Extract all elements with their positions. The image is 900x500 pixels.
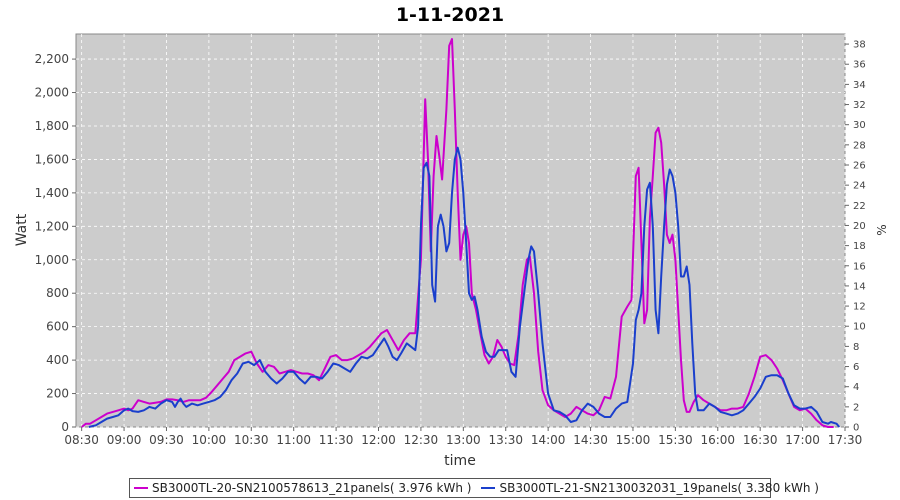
x-tick-label: 12:00 (361, 433, 396, 447)
x-tick-label: 14:00 (531, 433, 566, 447)
x-tick-label: 16:30 (743, 433, 778, 447)
legend-swatch-2 (481, 487, 496, 489)
y2-tick-label: 6 (853, 362, 859, 373)
y2-tick-label: 4 (853, 382, 859, 393)
y-tick-label: 1,600 (35, 152, 69, 166)
y-tick-label: 0 (61, 420, 69, 434)
legend-swatch-1 (134, 487, 148, 489)
y-tick-label: 600 (46, 320, 69, 334)
y2-tick-label: 26 (853, 161, 866, 172)
y2-tick-label: 16 (853, 261, 866, 272)
y2-tick-label: 8 (853, 342, 859, 353)
y2-tick-label: 24 (853, 181, 866, 192)
y2-tick-label: 28 (853, 140, 866, 151)
y-tick-label: 2,000 (35, 86, 69, 100)
y2-tick-label: 12 (853, 302, 866, 313)
series-line-1 (81, 38, 834, 428)
plot-area (75, 33, 846, 428)
y-tick-label: 200 (46, 387, 69, 401)
y2-tick-label: 38 (853, 40, 866, 51)
left-axis: 0 200 400 600 800 1,000 1,200 1,400 1,600 1,800 2,… (35, 52, 76, 434)
legend-item-2[interactable]: SB3000TL-21-SN2130032031_19panels( 3.380… (481, 481, 819, 495)
x-tick-label: 15:30 (658, 433, 693, 447)
x-tick-label: 11:30 (319, 433, 354, 447)
x-tick-label: 09:30 (149, 433, 184, 447)
x-tick-label: 11:00 (276, 433, 311, 447)
legend-label-1: SB3000TL-20-SN2100578613_21panels( 3.976… (152, 481, 472, 495)
x-axis-label: time (444, 453, 476, 469)
x-tick-label: 16:00 (700, 433, 735, 447)
y2-tick-label: 34 (853, 80, 866, 91)
y-tick-label: 2,200 (35, 52, 69, 66)
y-axis-label: Watt (14, 213, 30, 246)
x-tick-label: 13:30 (488, 433, 523, 447)
y2-tick-label: 36 (853, 60, 866, 71)
x-tick-label: 17:00 (785, 433, 820, 447)
x-tick-label: 17:30 (828, 433, 863, 447)
y-tick-label: 800 (46, 286, 69, 300)
y2-tick-label: 32 (853, 100, 866, 111)
x-tick-label: 12:30 (404, 433, 439, 447)
y2-tick-label: 2 (853, 402, 859, 413)
x-tick-label: 14:30 (573, 433, 608, 447)
x-tick-label: 08:30 (64, 433, 99, 447)
y2-tick-label: 18 (853, 241, 866, 252)
y-tick-label: 1,800 (35, 119, 69, 133)
y2-tick-label: 14 (853, 281, 866, 292)
y-tick-label: 1,400 (35, 186, 69, 200)
y2-tick-label: 20 (853, 221, 866, 232)
legend-label-2: SB3000TL-21-SN2130032031_19panels( 3.380… (499, 481, 819, 495)
grid-lines (76, 34, 846, 428)
y-tick-label: 1,000 (35, 253, 69, 267)
y2-axis-label: % (875, 224, 889, 235)
series-lines (81, 38, 841, 428)
x-axis: 08:30 09:00 09:30 10:00 10:30 11:00 11:30 12:00… (64, 427, 862, 447)
y2-tick-label: 22 (853, 201, 866, 212)
x-tick-label: 13:00 (446, 433, 481, 447)
legend-item-1[interactable]: SB3000TL-20-SN2100578613_21panels( 3.976… (134, 481, 471, 495)
x-tick-label: 15:00 (616, 433, 651, 447)
y-tick-label: 1,200 (35, 219, 69, 233)
x-tick-label: 09:00 (107, 433, 142, 447)
y2-tick-label: 10 (853, 322, 866, 333)
y2-tick-label: 30 (853, 120, 866, 131)
series-line-2 (88, 146, 841, 428)
y2-tick-label: 0 (853, 423, 859, 434)
y-tick-label: 400 (46, 353, 69, 367)
x-tick-label: 10:30 (234, 433, 269, 447)
chart-title: 1-11-2021 (396, 4, 504, 26)
legend: SB3000TL-20-SN2100578613_21panels( 3.976… (129, 478, 819, 498)
x-tick-label: 10:00 (192, 433, 227, 447)
